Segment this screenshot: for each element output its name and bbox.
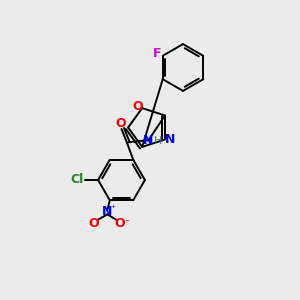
Text: O: O [115,117,126,130]
Text: $^+$: $^+$ [109,204,117,213]
Text: N: N [102,205,112,218]
Text: N: N [143,134,154,147]
Text: F: F [153,47,162,60]
Text: O: O [88,217,99,230]
Text: O: O [132,100,143,113]
Text: O: O [115,217,125,230]
Text: N: N [165,133,176,146]
Text: Cl: Cl [70,173,84,186]
Text: H: H [154,136,162,146]
Text: $^-$: $^-$ [123,217,131,226]
